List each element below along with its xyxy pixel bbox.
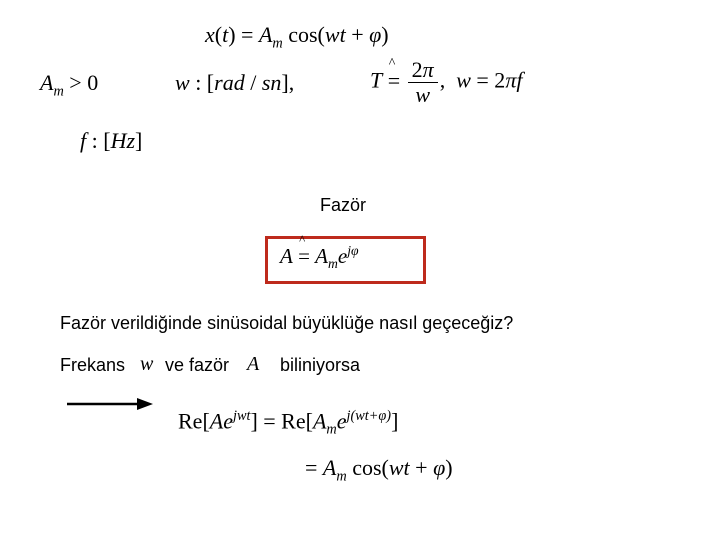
eq-freq-unit: f : [Hz] [80, 128, 142, 154]
arrow-icon [65, 395, 155, 413]
eq-amplitude-positive: Am > 0 [40, 70, 98, 100]
symbol-w: w [140, 353, 153, 376]
eq-result-2: = Am cos(wt + φ) [305, 455, 453, 485]
text-question: Fazör verildiğinde sinüsoidal büyüklüğe … [60, 313, 513, 334]
text-known: biliniyorsa [280, 355, 360, 376]
eq-period: T =^ 2πw, w = 2πf [370, 58, 522, 107]
eq-phasor-def: A =^ Amejφ [280, 243, 359, 272]
eq-omega-unit: w : [rad / sn], [175, 70, 294, 96]
eq-result-1: Re[Aejwt] = Re[Amej(wt+φ)] [178, 408, 398, 439]
heading-phasor: Fazör [320, 195, 366, 216]
text-and-phasor: ve fazör [165, 355, 229, 376]
eq-signal-def: x(t) = Am cos(wt + φ) [205, 22, 389, 52]
symbol-a: A [247, 353, 259, 376]
text-freq-word: Frekans [60, 355, 125, 376]
